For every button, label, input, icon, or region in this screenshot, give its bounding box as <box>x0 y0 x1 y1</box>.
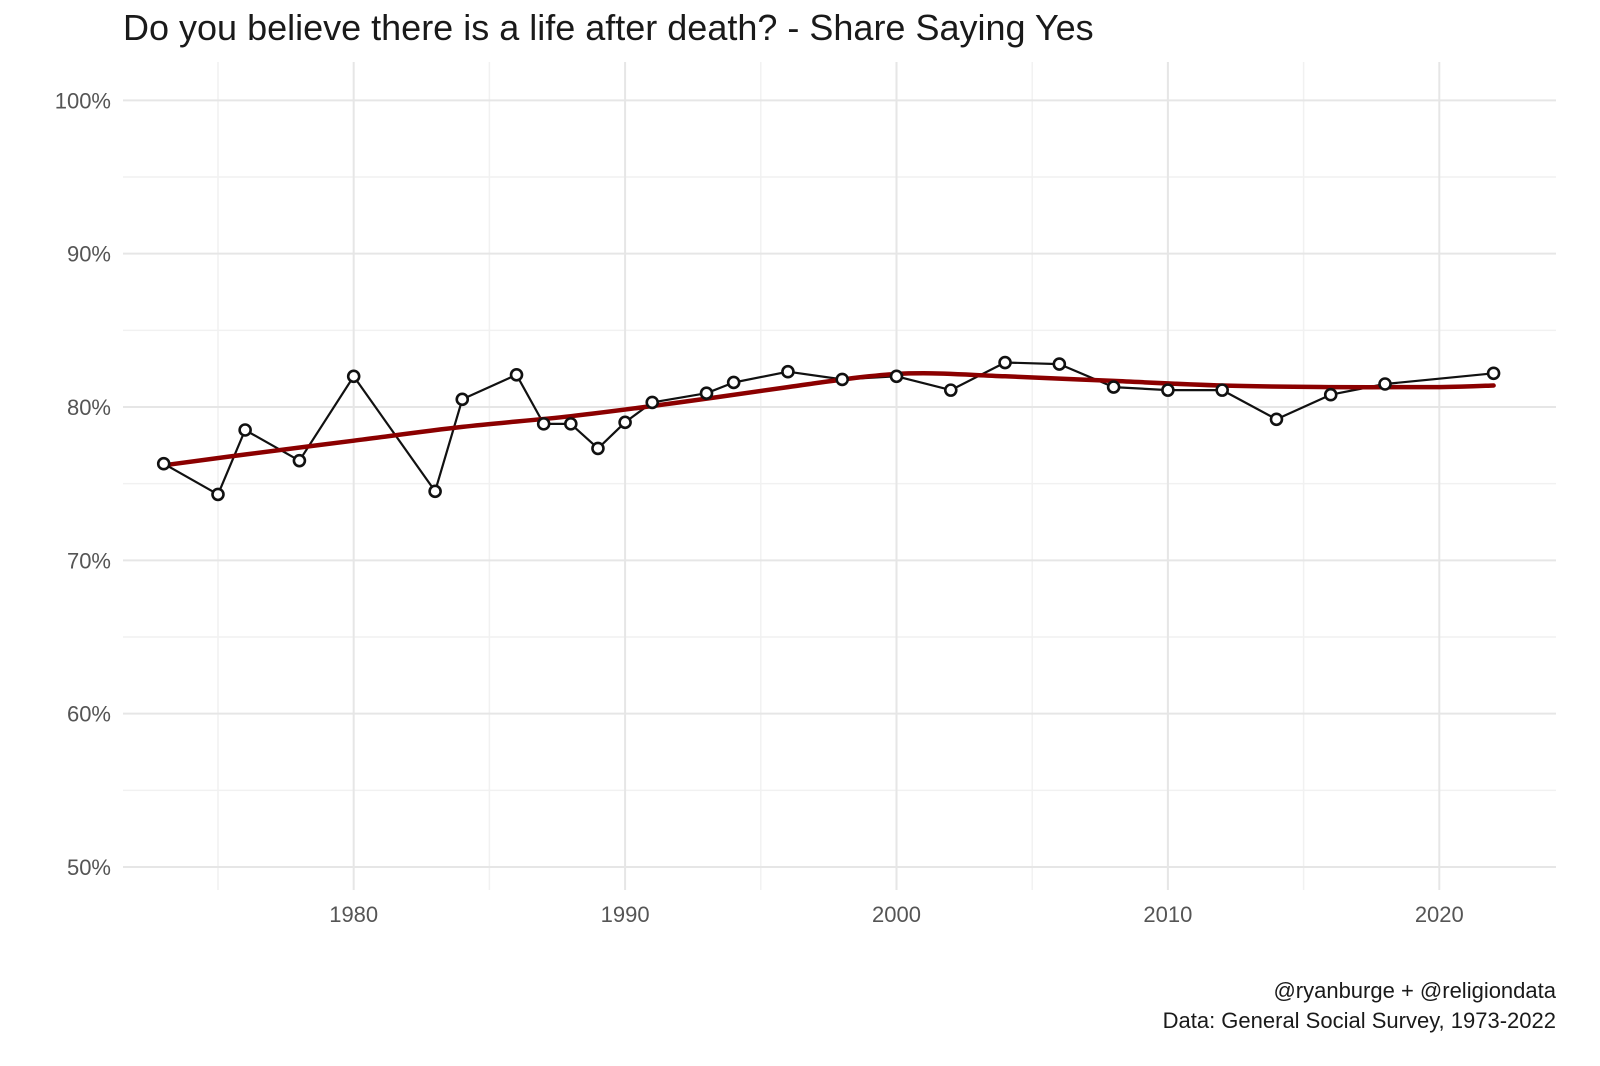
caption-credit: @ryanburge + @religiondata <box>1273 978 1556 1003</box>
y-tick-label: 70% <box>67 548 111 573</box>
data-point <box>1052 357 1067 371</box>
data-point <box>943 383 958 397</box>
data-point <box>564 417 578 431</box>
data-point <box>1378 377 1392 391</box>
data-point <box>536 417 551 431</box>
data-point <box>726 375 741 390</box>
caption-source: Data: General Social Survey, 1973-2022 <box>1163 1008 1556 1033</box>
y-tick-label: 90% <box>67 242 111 267</box>
data-point <box>156 456 171 471</box>
trend-series <box>161 371 1496 468</box>
data-point <box>1161 383 1175 397</box>
y-axis-ticks: 50% 60% 70% 80% 90% 100% <box>55 88 111 880</box>
y-tick-label: 80% <box>67 395 111 420</box>
y-tick-label: 100% <box>55 88 111 113</box>
data-points <box>156 355 1501 502</box>
data-point <box>1269 412 1284 427</box>
data-point <box>238 423 252 437</box>
data-point <box>509 367 524 382</box>
data-point <box>998 355 1012 370</box>
x-tick-label: 1990 <box>601 902 650 927</box>
grid-major <box>123 62 1556 890</box>
data-point <box>455 392 470 407</box>
data-point <box>699 386 714 401</box>
data-point <box>292 453 307 468</box>
data-point <box>1323 387 1338 402</box>
grid-minor <box>123 62 1556 890</box>
x-tick-label: 2010 <box>1143 902 1192 927</box>
data-point <box>1486 366 1501 381</box>
data-point <box>889 369 904 384</box>
data-point <box>211 487 225 502</box>
trend-line <box>161 371 1496 468</box>
data-point <box>618 415 632 430</box>
data-point <box>346 369 361 384</box>
x-tick-label: 1980 <box>329 902 378 927</box>
data-point <box>1215 383 1229 397</box>
x-tick-label: 2020 <box>1415 902 1464 927</box>
data-point <box>428 484 442 499</box>
data-point <box>645 395 660 410</box>
data-point <box>835 372 850 387</box>
x-tick-label: 2000 <box>872 902 921 927</box>
y-tick-label: 50% <box>67 855 111 880</box>
x-axis-ticks: 1980 1990 2000 2010 2020 <box>329 902 1464 927</box>
chart-title: Do you believe there is a life after dea… <box>123 7 1094 48</box>
data-point <box>1106 380 1121 394</box>
data-point <box>781 364 795 379</box>
data-point <box>591 441 605 456</box>
y-tick-label: 60% <box>67 702 111 727</box>
